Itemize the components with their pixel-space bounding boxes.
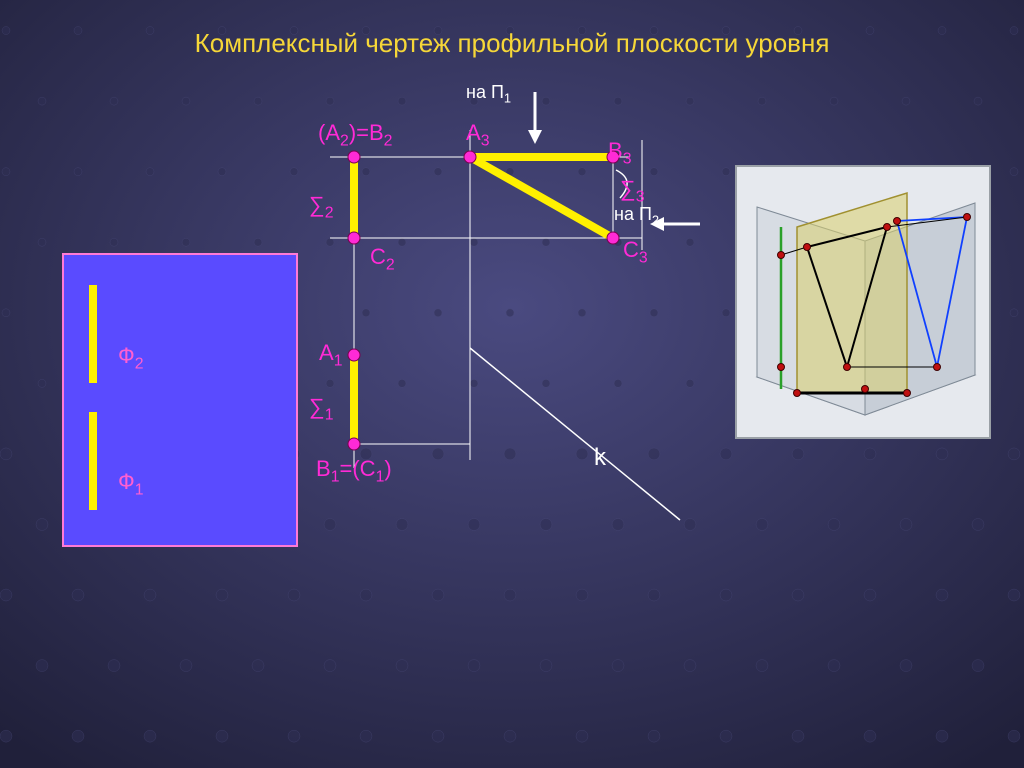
label-a2b2: (A2)=B2 (318, 120, 392, 150)
isometric-view-frame (735, 165, 991, 439)
label-c2: C2 (370, 244, 395, 274)
label-na-p2: на П2 (614, 204, 659, 228)
label-na-p1: на П1 (466, 82, 511, 106)
label-a1: A1 (319, 340, 343, 370)
label-k: k (594, 444, 606, 472)
label-sigma2: ∑2 (309, 192, 334, 222)
label-a3: A3 (466, 120, 490, 150)
label-c3: C3 (623, 237, 648, 267)
label-sigma1: ∑1 (309, 394, 334, 424)
slide-stage: Комплексный чертеж профильной плоскости … (0, 0, 1024, 768)
label-phi2: Ф2 (118, 343, 144, 373)
label-phi1: Ф1 (118, 469, 144, 499)
label-sigma3: ∑3 (620, 176, 645, 206)
label-b1c1: B1=(C1) (316, 456, 392, 486)
isometric-view (737, 167, 989, 437)
label-b3: B3 (608, 138, 632, 168)
